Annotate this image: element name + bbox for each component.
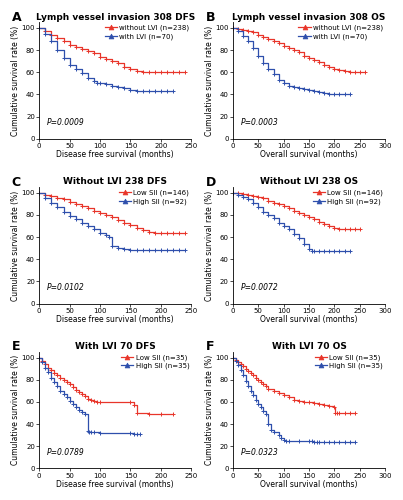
- Title: Without LVI 238 OS: Without LVI 238 OS: [260, 178, 358, 186]
- Legend: without LVI (n=238), with LVI (n=70): without LVI (n=238), with LVI (n=70): [298, 24, 384, 40]
- Y-axis label: Cumulative survival rate (%): Cumulative survival rate (%): [11, 26, 20, 136]
- Text: A: A: [12, 11, 21, 24]
- Text: E: E: [12, 340, 20, 353]
- Y-axis label: Cumulative survival rate (%): Cumulative survival rate (%): [11, 355, 20, 466]
- Y-axis label: Cumulative survival rate (%): Cumulative survival rate (%): [205, 26, 214, 136]
- X-axis label: Disease free survival (months): Disease free survival (months): [56, 315, 174, 324]
- X-axis label: Disease free survival (months): Disease free survival (months): [56, 150, 174, 160]
- X-axis label: Disease free survival (months): Disease free survival (months): [56, 480, 174, 489]
- Legend: Low SII (n=35), High SII (n=35): Low SII (n=35), High SII (n=35): [120, 354, 190, 370]
- X-axis label: Overall survival (months): Overall survival (months): [260, 315, 358, 324]
- Legend: Low SII (n=146), High SII (n=92): Low SII (n=146), High SII (n=92): [118, 188, 190, 205]
- Text: P=0.0003: P=0.0003: [241, 118, 278, 127]
- Title: With LVI 70 OS: With LVI 70 OS: [272, 342, 347, 351]
- X-axis label: Overall survival (months): Overall survival (months): [260, 480, 358, 489]
- Y-axis label: Cumulative survival rate (%): Cumulative survival rate (%): [205, 355, 214, 466]
- Legend: Low SII (n=146), High SII (n=92): Low SII (n=146), High SII (n=92): [312, 188, 384, 205]
- Text: P=0.0102: P=0.0102: [47, 283, 85, 292]
- Title: Lymph vessel invasion 308 OS: Lymph vessel invasion 308 OS: [233, 12, 386, 22]
- Text: D: D: [206, 176, 216, 188]
- Text: B: B: [206, 11, 215, 24]
- Text: F: F: [206, 340, 214, 353]
- Y-axis label: Cumulative survival rate (%): Cumulative survival rate (%): [11, 190, 20, 300]
- Text: C: C: [12, 176, 21, 188]
- Title: Lymph vessel invasion 308 DFS: Lymph vessel invasion 308 DFS: [35, 12, 195, 22]
- Text: P=0.0009: P=0.0009: [47, 118, 85, 127]
- Text: P=0.0323: P=0.0323: [241, 448, 278, 456]
- Legend: Low SII (n=35), High SII (n=35): Low SII (n=35), High SII (n=35): [314, 354, 384, 370]
- Text: P=0.0789: P=0.0789: [47, 448, 85, 456]
- Text: P=0.0072: P=0.0072: [241, 283, 278, 292]
- Legend: without LVI (n=238), with LVI (n=70): without LVI (n=238), with LVI (n=70): [104, 24, 190, 40]
- Y-axis label: Cumulative survival rate (%): Cumulative survival rate (%): [205, 190, 214, 300]
- X-axis label: Overall survival (months): Overall survival (months): [260, 150, 358, 160]
- Title: With LVI 70 DFS: With LVI 70 DFS: [75, 342, 156, 351]
- Title: Without LVI 238 DFS: Without LVI 238 DFS: [63, 178, 167, 186]
